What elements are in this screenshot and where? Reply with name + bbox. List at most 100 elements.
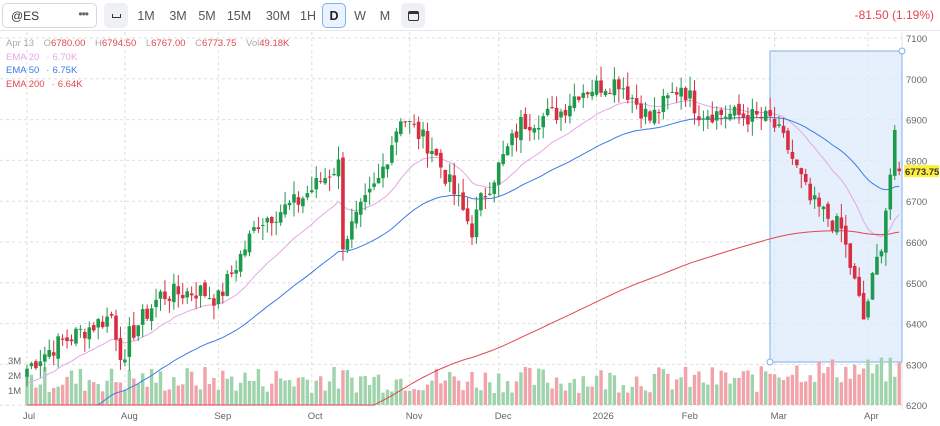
candle [381,153,385,188]
candle [336,146,341,189]
candle [314,166,319,199]
candle [225,270,230,297]
interval-1m[interactable]: 1M [137,8,155,23]
volume-bar [639,386,643,405]
candle-body [808,183,812,201]
candle-body [790,152,795,159]
indicator-name: EMA 50 [6,65,40,76]
candle [421,121,425,149]
candle-body [43,354,47,362]
interval-m[interactable]: M [379,8,391,23]
candle-body [176,286,181,295]
candle [545,98,550,117]
candle-body [875,256,879,275]
symbol-input[interactable]: @ES ••• [2,3,97,28]
candle-body [216,290,221,305]
candle-body [483,196,488,198]
indicator-value: 6.64K [57,78,83,90]
candle [305,185,310,201]
volume-bar [109,368,114,405]
volume-bars [25,357,901,405]
interval-3m[interactable]: 3M [169,8,187,23]
candle-body [799,168,804,175]
candle-body [238,253,243,272]
candle [363,183,367,211]
volume-bar [416,389,421,405]
indicator-0: EMA 20 · 6.70K [6,51,296,65]
candle [83,328,87,352]
interval-15m[interactable]: 15M [226,8,252,23]
interval-1h[interactable]: 1H [300,8,316,23]
candle [536,115,541,140]
volume-bar [448,371,452,405]
volume-bar [759,366,763,405]
calendar-button[interactable] [401,3,425,28]
volume-bar [706,384,710,405]
candle-body [34,361,38,369]
volume-bar [305,379,310,405]
volume-bar [350,377,354,405]
separator: · [46,51,50,63]
candle [194,282,198,309]
interval-30m[interactable]: 30M [265,8,291,23]
candle-body [336,159,341,177]
x-tick-label: Aug [121,411,138,422]
volume-bar [848,378,852,405]
candle [852,263,857,280]
candle-body [283,204,287,215]
candle-body [145,308,149,319]
candle-body [728,113,732,120]
candle [269,216,274,236]
volume-bar [603,389,608,405]
candle [296,191,301,213]
candle-body [781,125,786,134]
volume-bar [594,375,599,405]
candle-body [425,131,430,154]
candle-body [430,151,434,155]
interval-d[interactable]: D [322,3,346,28]
candle [456,183,461,207]
candle [701,110,706,132]
candle-body [803,174,808,183]
candle [781,117,786,138]
ohlc-date: Apr 13 [6,38,34,49]
candle [167,296,172,313]
candle [399,118,403,137]
volume-bar [568,382,572,405]
volume-bar [310,392,314,405]
candle [563,104,568,124]
candle [768,97,772,123]
interval-w[interactable]: W [354,8,366,23]
candle [261,218,265,241]
candle [256,216,261,233]
candle-body [114,315,118,340]
candle-body [501,154,505,165]
candle-body [154,299,158,308]
candle [470,215,474,246]
x-tick-label: Oct [308,411,323,422]
candle-body [590,91,594,97]
candle-body [149,308,154,322]
volume-bar [790,374,795,405]
candle-body [826,203,830,219]
candle-body [812,195,817,200]
candle-body [172,283,176,303]
volume-bar [38,384,43,405]
candle-body [572,96,577,108]
candle [301,196,305,214]
volume-bar [363,375,367,405]
volume-bar [194,385,198,405]
candle-body [385,164,390,170]
candle-body [492,182,497,194]
more-icon[interactable]: ••• [78,7,89,21]
ema-200-line [27,230,900,406]
volume-bar [100,391,105,405]
candle [772,107,777,132]
candle-body [568,105,572,117]
chart-type-button[interactable] [104,3,128,28]
candle [403,121,408,128]
candle-body [25,368,29,377]
y-tick-label: 6400 [906,320,927,331]
interval-5m[interactable]: 5M [198,8,216,23]
